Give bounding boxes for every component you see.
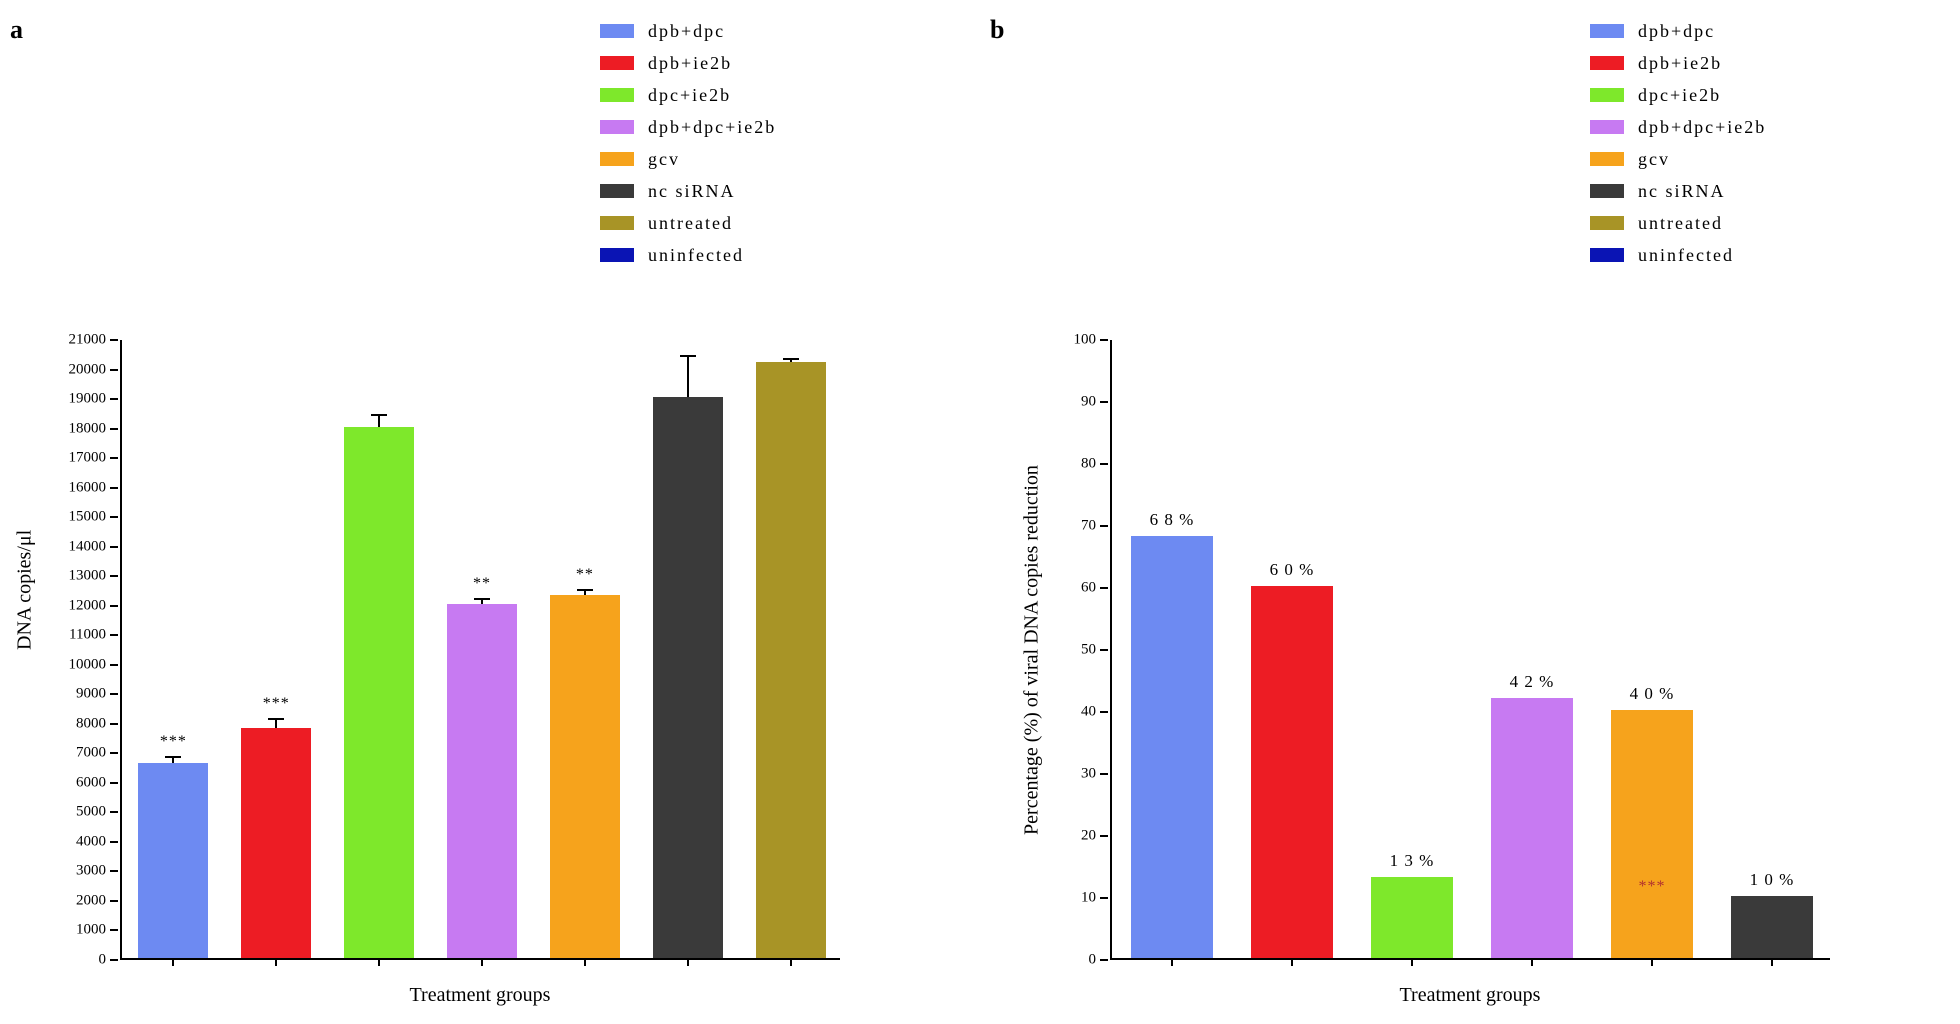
bar: 6 0 % bbox=[1251, 586, 1333, 958]
y-tick bbox=[1100, 587, 1108, 589]
y-tick bbox=[1100, 525, 1108, 527]
x-tick bbox=[1291, 958, 1293, 966]
bar: 1 3 % bbox=[1371, 877, 1453, 958]
y-tick-label: 100 bbox=[1074, 332, 1097, 349]
y-tick-label: 0 bbox=[1089, 952, 1097, 969]
y-tick bbox=[1100, 463, 1108, 465]
y-tick bbox=[1100, 959, 1108, 961]
bar: 4 2 % bbox=[1491, 698, 1573, 958]
y-tick-label: 50 bbox=[1081, 642, 1096, 659]
value-label: 4 0 % bbox=[1611, 684, 1693, 704]
x-tick bbox=[1771, 958, 1773, 966]
x-tick bbox=[1531, 958, 1533, 966]
chart-b: 0 10 20 30 40 50 60 70 80 90 100 6 8 % 6 0 % 1 3 % 4 2… bbox=[0, 0, 1960, 1024]
bar: 4 0 %*** bbox=[1611, 710, 1693, 958]
y-tick bbox=[1100, 649, 1108, 651]
x-tick bbox=[1171, 958, 1173, 966]
y-axis-title-b: Percentage (%) of viral DNA copies reduc… bbox=[1021, 465, 1044, 835]
plot-area-b: 01020304050607080901006 8 %6 0 %1 3 %4 2… bbox=[1110, 340, 1830, 960]
x-tick bbox=[1411, 958, 1413, 966]
y-tick-label: 20 bbox=[1081, 828, 1096, 845]
y-tick bbox=[1100, 339, 1108, 341]
y-tick bbox=[1100, 897, 1108, 899]
x-tick bbox=[1651, 958, 1653, 966]
bar: 1 0 % bbox=[1731, 896, 1813, 958]
value-label: 1 0 % bbox=[1731, 870, 1813, 890]
value-label: 6 0 % bbox=[1251, 560, 1333, 580]
value-label: 4 2 % bbox=[1491, 672, 1573, 692]
x-axis-title-b: Treatment groups bbox=[1110, 984, 1830, 1007]
y-tick bbox=[1100, 835, 1108, 837]
value-label: 6 8 % bbox=[1131, 510, 1213, 530]
y-tick bbox=[1100, 401, 1108, 403]
bar: 6 8 % bbox=[1131, 536, 1213, 958]
y-tick-label: 40 bbox=[1081, 704, 1096, 721]
y-tick-label: 70 bbox=[1081, 518, 1096, 535]
in-bar-significance: *** bbox=[1611, 878, 1693, 896]
y-tick-label: 90 bbox=[1081, 394, 1096, 411]
y-tick bbox=[1100, 773, 1108, 775]
y-tick-label: 80 bbox=[1081, 456, 1096, 473]
value-label: 1 3 % bbox=[1371, 851, 1453, 871]
y-tick bbox=[1100, 711, 1108, 713]
y-tick-label: 60 bbox=[1081, 580, 1096, 597]
y-tick-label: 10 bbox=[1081, 890, 1096, 907]
y-tick-label: 30 bbox=[1081, 766, 1096, 783]
